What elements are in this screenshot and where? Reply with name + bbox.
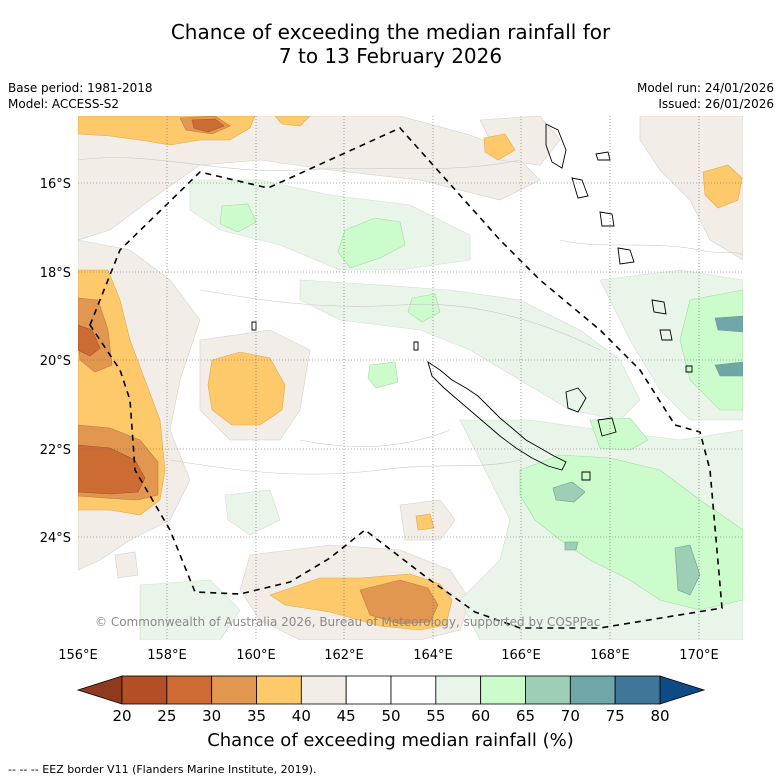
gridlines xyxy=(78,116,743,640)
vanuatu-aneityum xyxy=(659,329,673,341)
lon-tick-170: 170°E xyxy=(679,648,719,663)
issued-date: Issued: 26/01/2026 xyxy=(658,97,774,111)
rainfall-probability-map: © Commonwealth of Australia 2026, Bureau… xyxy=(78,116,743,640)
loyalty-islands-2 xyxy=(597,417,617,437)
model-name: Model: ACCESS-S2 xyxy=(8,97,120,111)
new-caledonia-coastline xyxy=(427,360,567,471)
colorbar-swatch-55-60 xyxy=(435,675,482,705)
colorbar-tick-25: 25 xyxy=(157,707,176,725)
isle-of-pines xyxy=(581,471,591,481)
lat-tick-20s: 20°S xyxy=(40,354,71,369)
vanuatu-erromango xyxy=(617,247,635,265)
colorbar-tick-40: 40 xyxy=(292,707,311,725)
vanuatu-espiritu-santo xyxy=(545,123,567,169)
colorbar-swatch-20-25 xyxy=(121,675,168,705)
model-run: Model run: 24/01/2026 xyxy=(636,81,774,95)
colorbar-swatch-50-55 xyxy=(390,675,437,705)
lon-tick-labels: 156°E 158°E 160°E 162°E 164°E 166°E 168°… xyxy=(58,648,719,663)
lon-tick-168: 168°E xyxy=(590,648,630,663)
vanuatu-malakula xyxy=(571,177,589,199)
colorbar-extend-high xyxy=(659,675,706,705)
title-line-2: 7 to 13 February 2026 xyxy=(278,44,503,68)
colorbar: 20 25 30 35 40 45 50 55 60 65 70 75 80 xyxy=(76,675,706,725)
base-period: Base period: 1981-2018 xyxy=(8,81,153,95)
contour-lines xyxy=(78,157,743,475)
colorbar-swatch-40-45 xyxy=(300,675,347,705)
lat-tick-16s: 16°S xyxy=(40,177,71,192)
colorbar-swatch-45-50 xyxy=(345,675,392,705)
lon-tick-160: 160°E xyxy=(236,648,276,663)
colorbar-tick-30: 30 xyxy=(202,707,221,725)
colorbar-swatch-75-80 xyxy=(614,675,661,705)
lat-tick-18s: 18°S xyxy=(40,266,71,281)
band-25-30 xyxy=(78,118,225,495)
vanuatu-efate xyxy=(599,211,615,227)
colorbar-tick-45: 45 xyxy=(337,707,356,725)
small-island-1 xyxy=(595,151,611,161)
colorbar-tick-20: 20 xyxy=(112,707,131,725)
lat-tick-24s: 24°S xyxy=(40,531,71,546)
coastlines xyxy=(251,123,693,481)
colorbar-tick-65: 65 xyxy=(516,707,535,725)
vanuatu-tanna xyxy=(651,299,667,315)
lat-tick-22s: 22°S xyxy=(40,443,71,458)
colorbar-tick-60: 60 xyxy=(471,707,490,725)
colorbar-swatch-70-75 xyxy=(569,675,616,705)
copyright-notice: © Commonwealth of Australia 2026, Bureau… xyxy=(95,615,600,629)
lon-tick-156: 156°E xyxy=(58,648,98,663)
colorbar-swatch-65-70 xyxy=(525,675,571,705)
band-65-75 xyxy=(552,315,743,596)
small-island-4 xyxy=(413,341,419,351)
colorbar-swatch-30-35 xyxy=(211,675,257,705)
colorbar-swatch-60-65 xyxy=(480,675,526,705)
colorbar-tick-75: 75 xyxy=(606,707,625,725)
colorbar-tick-50: 50 xyxy=(381,707,400,725)
colorbar-swatch-35-40 xyxy=(256,675,302,705)
title-line-1: Chance of exceeding the median rainfall … xyxy=(170,20,611,44)
colorbar-tick-70: 70 xyxy=(561,707,580,725)
lon-tick-162: 162°E xyxy=(324,648,364,663)
lon-tick-164: 164°E xyxy=(413,648,453,663)
lon-tick-166: 166°E xyxy=(501,648,541,663)
loyalty-islands xyxy=(565,387,587,413)
lon-tick-158: 158°E xyxy=(147,648,187,663)
colorbar-extend-low xyxy=(76,675,123,705)
colorbar-tick-80: 80 xyxy=(650,707,669,725)
small-island-2 xyxy=(685,365,693,373)
lat-tick-labels: 16°S 18°S 20°S 22°S 24°S xyxy=(40,177,71,546)
colorbar-title: Chance of exceeding median rainfall (%) xyxy=(207,730,574,751)
colorbar-tick-55: 55 xyxy=(426,707,445,725)
eez-legend: -- -- -- EEZ border V11 (Flanders Marine… xyxy=(8,763,317,776)
colorbar-swatch-25-30 xyxy=(166,675,213,705)
colorbar-tick-35: 35 xyxy=(247,707,266,725)
